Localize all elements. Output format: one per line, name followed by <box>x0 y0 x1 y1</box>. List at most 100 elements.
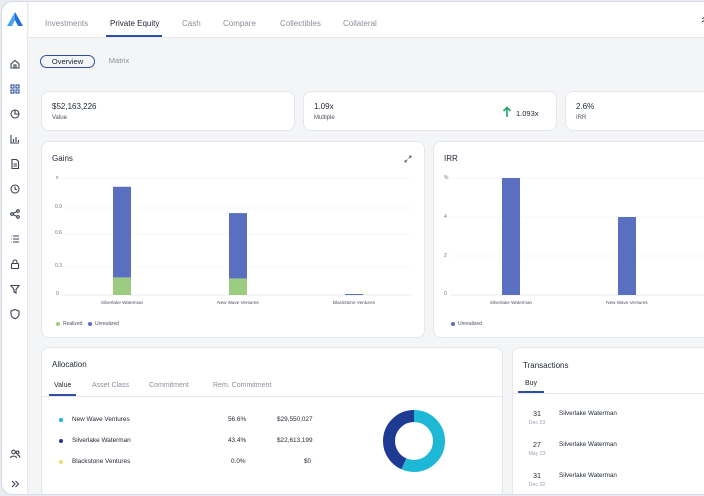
y-unit-label: % <box>444 175 449 181</box>
tab-buy[interactable]: Buy <box>525 380 538 387</box>
alloc-amount: $29,550,027 <box>277 416 313 423</box>
kpi-label: Multiple <box>314 115 335 121</box>
subtab-overview[interactable]: Overview <box>40 55 95 68</box>
table-row[interactable]: New Wave Ventures 56.6% $29,550,027 <box>42 416 332 428</box>
allocation-donut-chart <box>383 410 445 472</box>
users-icon[interactable] <box>9 448 21 460</box>
tab-collateral[interactable]: Collateral <box>343 19 377 28</box>
legend-swatch <box>88 322 92 326</box>
legend-swatch <box>451 322 455 326</box>
alloc-amount: $0 <box>304 458 312 465</box>
gains-chart-card: Gains x 0.9 0.6 0.3 0 Silverlake Waterma… <box>41 141 425 338</box>
logo-icon[interactable] <box>7 12 23 26</box>
kpi-value: $52,163,226 <box>52 102 97 111</box>
list-icon[interactable] <box>9 233 21 245</box>
kpi-card-multiple: 1.09x Multiple 1.093x <box>303 91 557 131</box>
tab-compare[interactable]: Compare <box>223 19 256 28</box>
y-tick-label: 0.9 <box>55 204 62 210</box>
table-row[interactable]: Blackstone Ventures 0.0% $0 <box>42 458 332 470</box>
tab-investments[interactable]: Investments <box>45 19 89 28</box>
alloc-tab-asset-class[interactable]: Asset Class <box>92 382 129 389</box>
bar-unrealized <box>502 178 520 295</box>
clock-icon[interactable] <box>9 183 21 195</box>
gains-chart <box>62 177 412 296</box>
legend-label: Realized <box>63 321 83 327</box>
chart-title: IRR <box>444 154 458 163</box>
transaction-item[interactable]: 31 Dec 22 Silverlake Waterman <box>513 471 704 494</box>
pie-chart-icon[interactable] <box>9 108 21 120</box>
legend-item-realized[interactable]: Realized <box>56 321 82 327</box>
share-icon[interactable] <box>9 208 21 220</box>
irr-chart-card: IRR % 4 2 0 Silverlake Waterman New Wave… <box>433 141 704 338</box>
subtab-matrix[interactable]: Matrix <box>108 56 130 65</box>
txn-day: 31 <box>533 409 541 418</box>
kpi-value: 2.6% <box>576 102 595 111</box>
y-unit-label: x <box>56 175 59 181</box>
legend-swatch <box>56 322 60 326</box>
series-dot <box>59 439 63 443</box>
series-dot <box>59 418 63 422</box>
expand-icon[interactable] <box>404 155 412 163</box>
buy-tab-indicator <box>518 391 544 393</box>
tab-collectibles[interactable]: Collectibles <box>280 19 321 28</box>
grid-icon[interactable] <box>9 83 21 95</box>
bar-unrealized <box>113 186 131 278</box>
x-category-label: New Wave Ventures <box>217 300 259 305</box>
donut-slice <box>383 410 445 472</box>
alloc-tab-commitment[interactable]: Commitment <box>149 382 189 389</box>
x-category-label: Silverlake Waterman <box>100 300 144 305</box>
kpi-card-value: $52,163,226 Value <box>41 91 295 131</box>
expand-sidebar-icon[interactable] <box>9 478 21 490</box>
transaction-item[interactable]: 27 May 23 Silverlake Waterman <box>513 440 704 466</box>
alloc-tab-value[interactable]: Value <box>54 382 72 389</box>
multiple-trend-value: 1.093x <box>516 109 539 118</box>
txn-day: 31 <box>533 471 541 480</box>
alloc-tab-rem-commitment[interactable]: Rem. Commitment <box>213 382 272 389</box>
irr-chart <box>450 177 704 296</box>
legend-label: Unrealized <box>95 321 119 327</box>
alloc-pct: 0.0% <box>231 458 246 465</box>
txn-month: Dec 22 <box>528 482 546 488</box>
lock-icon[interactable] <box>9 258 21 270</box>
tab-cash[interactable]: Cash <box>182 19 201 28</box>
allocation-card: Allocation Value Asset Class Commitment … <box>41 347 503 494</box>
y-tick-label: 4 <box>444 214 447 220</box>
alloc-pct: 43.4% <box>228 437 247 444</box>
divider <box>42 396 502 397</box>
table-row[interactable]: Silverlake Waterman 43.4% $22,613,199 <box>42 437 332 449</box>
bar-unrealized <box>618 217 636 295</box>
y-tick-label: 0.6 <box>55 230 62 236</box>
top-navigation: Investments Private Equity Cash Compare … <box>29 2 704 38</box>
bar-chart-icon[interactable] <box>9 133 21 145</box>
txn-month: Dec 23 <box>528 420 546 426</box>
document-icon[interactable] <box>9 158 21 170</box>
bar-unrealized <box>345 294 363 295</box>
arrow-up-icon <box>502 106 512 118</box>
txn-name: Silverlake Waterman <box>559 472 617 479</box>
alloc-name: Blackstone Ventures <box>72 458 131 465</box>
filter-icon[interactable] <box>9 283 21 295</box>
alloc-name: New Wave Ventures <box>72 416 130 423</box>
shield-icon[interactable] <box>9 308 21 320</box>
legend-label: Unrealized <box>458 321 482 327</box>
kpi-label: IRR <box>576 115 587 121</box>
kpi-value: 1.09x <box>314 102 334 111</box>
divider <box>513 393 704 394</box>
legend-item-unrealized[interactable]: Unrealized <box>451 321 482 327</box>
transaction-item[interactable]: 31 Dec 23 Silverlake Waterman <box>513 409 704 435</box>
legend-item-unrealized[interactable]: Unrealized <box>88 321 119 327</box>
home-icon[interactable] <box>9 58 21 70</box>
allocation-title: Allocation <box>52 360 87 369</box>
y-tick-label: 0.3 <box>55 263 62 269</box>
alloc-name: Silverlake Waterman <box>72 437 131 444</box>
x-category-label: Silverlake Waterman <box>489 300 533 305</box>
txn-name: Silverlake Waterman <box>559 441 617 448</box>
txn-name: Silverlake Waterman <box>559 410 617 417</box>
alloc-tab-indicator <box>49 394 76 396</box>
alloc-pct: 56.6% <box>228 416 247 423</box>
collapse-icon[interactable] <box>701 16 704 24</box>
chart-title: Gains <box>52 154 73 163</box>
tab-private-equity[interactable]: Private Equity <box>110 19 160 28</box>
x-category-label: New Wave Ventures <box>606 300 648 305</box>
txn-day: 27 <box>533 440 541 449</box>
